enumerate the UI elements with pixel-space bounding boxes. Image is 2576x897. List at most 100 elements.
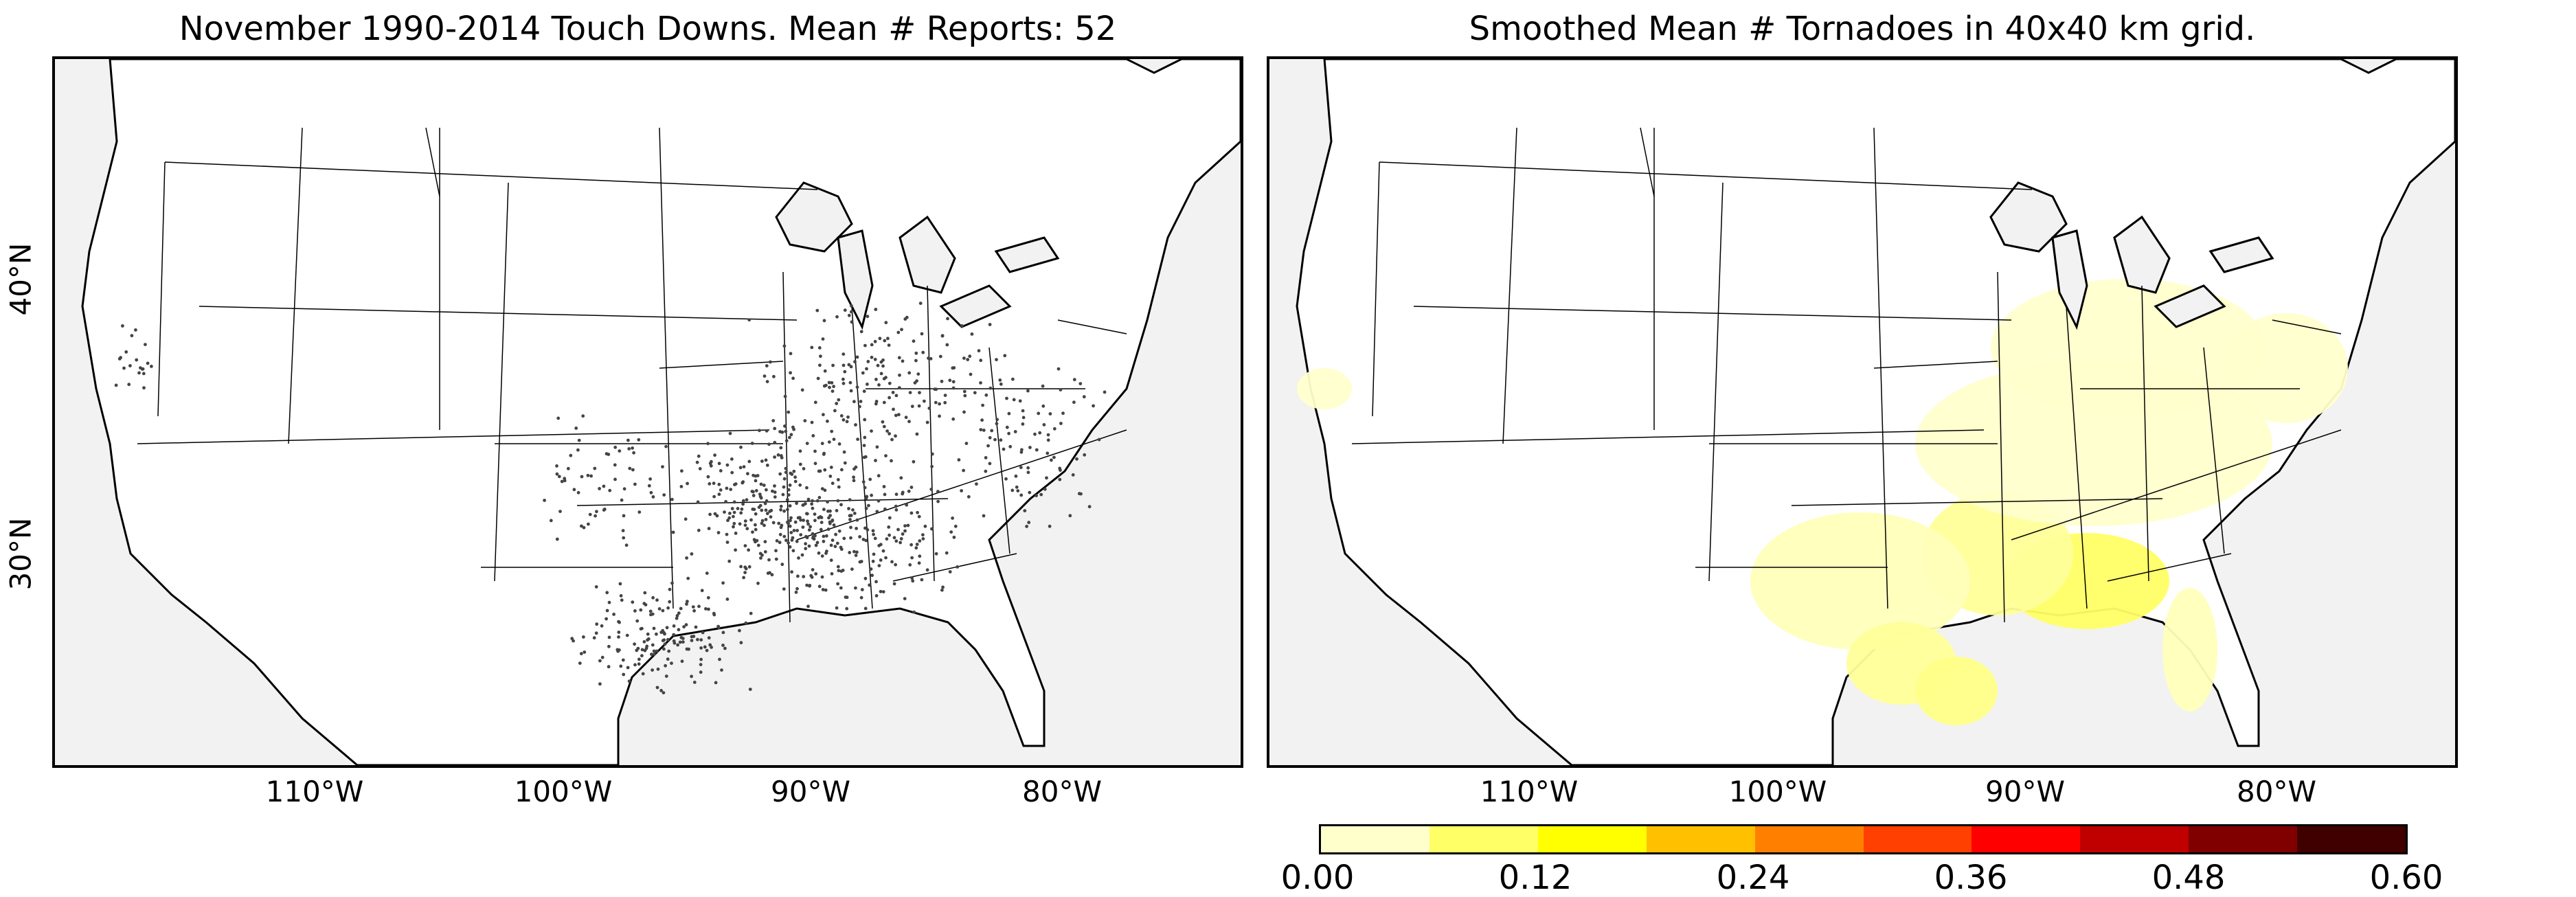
touchdown-dot [839,586,843,590]
touchdown-dot [815,541,820,545]
touchdown-dot [740,507,744,511]
touchdown-dot [780,563,784,567]
touchdown-dot [789,531,793,534]
touchdown-dot [752,490,755,494]
touchdown-dot [830,429,834,433]
touchdown-dot [865,495,869,499]
touchdown-dot [973,391,977,395]
touchdown-dot [612,613,615,616]
touchdown-dot [943,400,947,405]
touchdown-dot [1035,494,1038,497]
touchdown-dot [725,532,729,536]
touchdown-dot [957,458,961,462]
left-panel-title: November 1990-2014 Touch Downs. Mean # R… [179,10,1117,48]
touchdown-dot [763,501,767,506]
touchdown-dot [962,389,967,394]
right-lake-overlay-1 [2051,229,2088,330]
left-state-border-0 [164,161,818,190]
touchdown-dot [852,512,857,515]
touchdown-dot [849,525,852,530]
touchdown-dot [620,598,624,602]
touchdown-dot [765,499,769,503]
touchdown-dot [866,528,870,532]
touchdown-dot [699,638,703,641]
touchdown-dot [899,541,902,545]
touchdown-dot [782,344,787,348]
touchdown-dot [960,489,963,492]
touchdown-dot [556,416,561,420]
touchdown-dot [901,532,905,536]
touchdown-dot [778,472,782,476]
touchdown-dot [743,571,747,574]
touchdown-dot [751,530,754,534]
touchdown-dot [758,429,761,433]
touchdown-dot [847,507,850,510]
touchdown-dot [879,558,883,562]
touchdown-dot [909,511,914,515]
touchdown-dot [988,386,993,390]
touchdown-dot [1077,492,1081,496]
touchdown-dot [936,499,940,503]
touchdown-dot [680,659,684,663]
touchdown-dot [765,464,769,467]
touchdown-dot [1059,468,1062,472]
colorbar-segment-7 [2080,826,2189,852]
touchdown-dot [593,466,597,470]
right-state-border-19 [1873,361,1998,369]
touchdown-dot [620,498,624,502]
touchdown-dot [670,581,674,585]
touchdown-dot [1059,422,1063,425]
right-state-border-3 [1372,161,1380,417]
touchdown-dot [572,488,576,492]
touchdown-dot [618,620,621,624]
touchdown-dot [787,541,790,545]
touchdown-dot [908,563,912,567]
touchdown-dot [938,354,942,359]
touchdown-dot [832,523,836,527]
touchdown-dot [713,512,717,516]
touchdown-dot [622,487,626,491]
touchdown-dot [779,504,783,508]
touchdown-dot [813,400,817,405]
touchdown-dot [927,407,931,410]
touchdown-dot [130,334,134,338]
touchdown-dot [626,438,630,442]
touchdown-dot [847,363,851,367]
touchdown-dot [766,571,770,575]
touchdown-dot [1021,409,1025,413]
touchdown-dot [662,647,666,651]
touchdown-dot [861,480,866,484]
touchdown-dot [1015,485,1019,489]
touchdown-dot [580,524,583,528]
touchdown-dot [127,383,131,387]
touchdown-dot [725,486,729,490]
touchdown-dot [930,452,934,456]
touchdown-dot [621,529,625,532]
touchdown-dot [742,465,746,468]
touchdown-dot [724,500,727,503]
touchdown-dot [1008,444,1013,449]
touchdown-dot [871,559,875,563]
touchdown-dot [587,522,590,526]
density-blob-4 [1991,279,2266,416]
touchdown-dot [697,454,701,458]
touchdown-dot [679,635,683,639]
touchdown-dot [607,644,611,648]
colorbar-segment-5 [1863,826,1972,852]
touchdown-dot [1041,404,1046,408]
touchdown-dot [894,504,898,508]
touchdown-dot [884,376,888,379]
touchdown-dot [849,365,853,369]
touchdown-dot [622,536,626,540]
touchdown-dot [771,489,774,493]
touchdown-dot [988,323,992,326]
touchdown-dot [864,506,868,510]
left-state-border-19 [659,361,784,369]
touchdown-dot [555,464,558,468]
lat-label-30n: 30°N [3,517,38,591]
touchdown-dot [765,488,768,492]
touchdown-dot [900,328,903,332]
touchdown-dot [631,468,635,472]
touchdown-dot [806,497,811,501]
touchdown-dot [979,381,982,385]
